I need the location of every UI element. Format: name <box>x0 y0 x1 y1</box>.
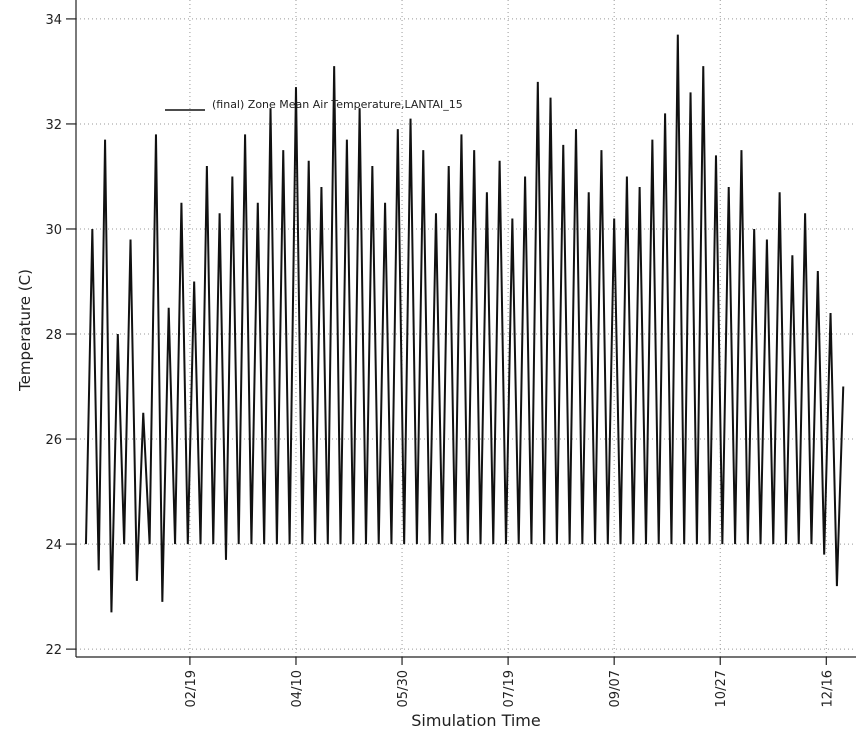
y-tick-label: 32 <box>45 118 62 133</box>
x-tick-label: 05/30 <box>396 670 411 707</box>
x-axis-label: Simulation Time <box>411 711 540 730</box>
y-tick-label: 24 <box>45 538 62 553</box>
x-tick-label: 10/27 <box>714 670 729 707</box>
y-tick-label: 22 <box>45 643 62 658</box>
y-tick-label: 28 <box>45 328 62 343</box>
series-line <box>86 35 843 613</box>
y-tick-label: 30 <box>45 223 62 238</box>
y-tick-label: 34 <box>45 13 62 28</box>
y-tick-label: 26 <box>45 433 62 448</box>
x-tick-label: 02/19 <box>184 670 199 707</box>
x-tick-label: 07/19 <box>502 670 517 707</box>
legend-label: (final) Zone Mean Air Temperature,LANTAI… <box>212 98 463 111</box>
x-tick-label: 09/07 <box>608 670 623 707</box>
x-tick-label: 12/16 <box>820 670 835 707</box>
chart: Simulation Time Temperature (C) 22 24 26 28… <box>0 0 856 736</box>
x-tick-label: 04/10 <box>290 670 305 707</box>
y-axis-label: Temperature (C) <box>16 269 34 392</box>
